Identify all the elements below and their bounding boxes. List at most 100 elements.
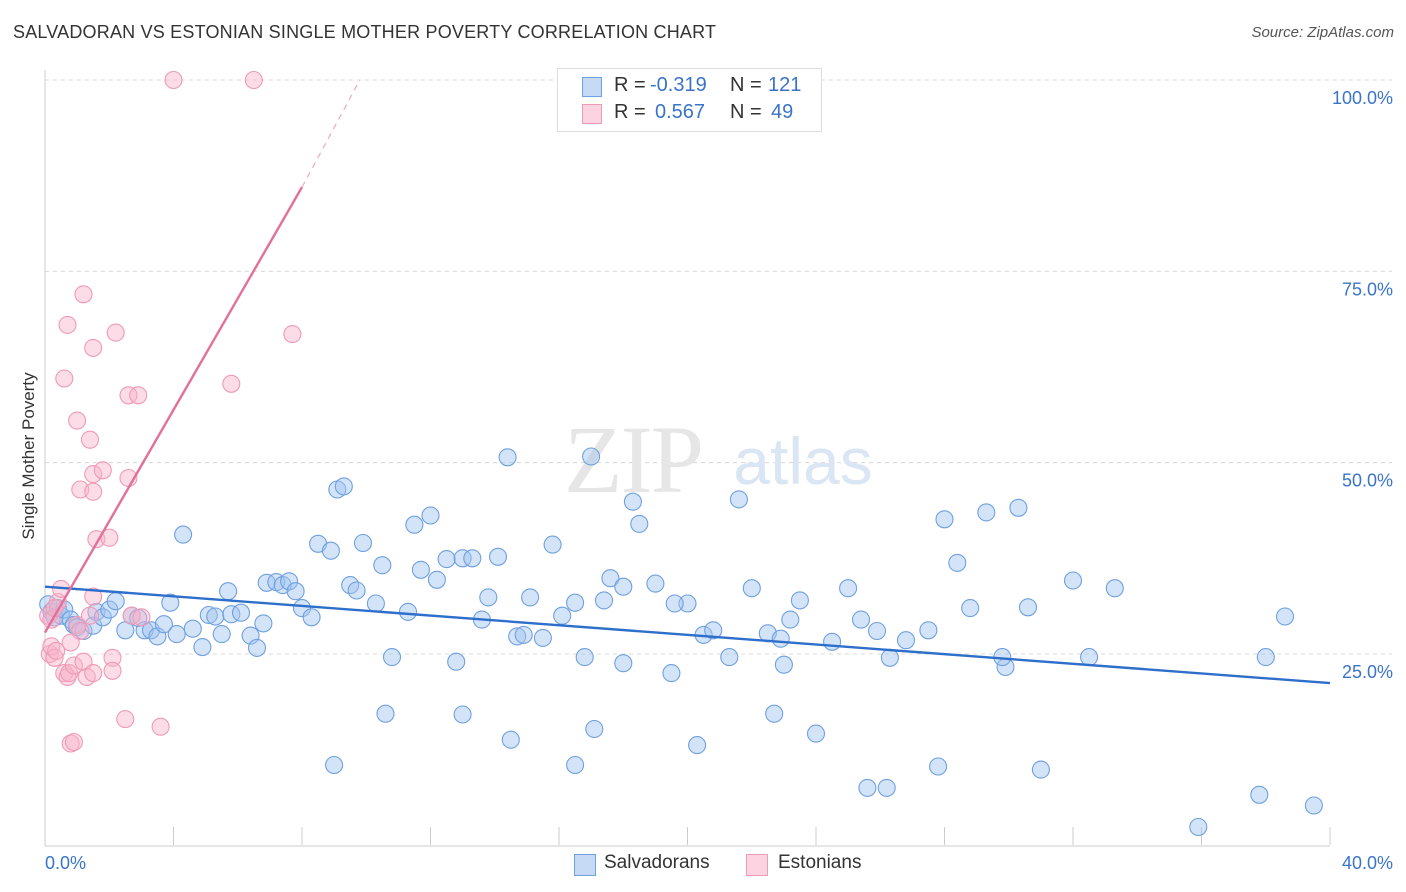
data-point-salvadorans	[1105, 579, 1124, 598]
data-point-salvadorans	[501, 730, 520, 749]
data-point-salvadorans	[806, 724, 826, 743]
data-point-salvadorans	[742, 579, 761, 598]
data-point-estonians	[80, 430, 100, 449]
data-point-salvadorans	[720, 648, 739, 667]
data-point-salvadorans	[106, 592, 125, 611]
data-point-salvadorans	[771, 629, 790, 648]
data-point-salvadorans	[614, 654, 633, 673]
data-point-salvadorans	[463, 549, 482, 568]
legend-n-value: 121	[768, 74, 802, 96]
data-point-salvadorans	[254, 614, 273, 633]
data-point-salvadorans	[321, 541, 340, 560]
data-point-salvadorans	[212, 625, 231, 644]
data-point-salvadorans	[193, 638, 212, 657]
data-point-estonians	[68, 411, 87, 430]
watermark: ZIP atlas	[564, 406, 873, 513]
data-point-estonians	[283, 325, 302, 344]
data-point-salvadorans	[1256, 648, 1275, 667]
data-point-salvadorans	[437, 550, 456, 569]
data-point-salvadorans	[366, 594, 385, 613]
data-point-estonians	[103, 661, 122, 680]
trend-line-salvadorans	[44, 585, 1331, 685]
legend-r-label: R =	[614, 101, 646, 123]
data-point-estonians	[106, 323, 125, 342]
data-point-salvadorans	[427, 570, 446, 589]
data-point-salvadorans	[498, 448, 517, 467]
data-point-salvadorans	[662, 664, 681, 683]
data-point-estonians	[116, 710, 135, 729]
bottom-legend-label-salvadorans: Salvadorans	[604, 852, 710, 873]
data-point-estonians	[61, 734, 80, 753]
data-point-salvadorans	[521, 588, 540, 607]
data-point-salvadorans	[421, 506, 440, 525]
data-point-salvadorans	[347, 581, 366, 600]
data-point-estonians	[74, 285, 93, 304]
data-point-salvadorans	[948, 553, 967, 572]
data-point-salvadorans	[376, 704, 395, 723]
data-point-salvadorans	[1189, 817, 1208, 837]
data-point-salvadorans	[302, 608, 321, 627]
data-point-salvadorans	[961, 599, 980, 618]
data-point-salvadorans	[257, 573, 276, 592]
data-point-salvadorans	[167, 625, 186, 644]
y-tick-label: 50.0%	[1342, 471, 1393, 491]
data-point-salvadorans	[1250, 785, 1269, 804]
watermark-zip: ZIP	[564, 406, 702, 513]
data-point-estonians	[132, 608, 151, 627]
data-point-salvadorans	[488, 547, 508, 566]
data-point-salvadorans	[630, 514, 649, 533]
y-axis-label: Single Mother Poverty	[19, 372, 38, 540]
data-point-salvadorans	[373, 556, 392, 575]
data-point-salvadorans	[585, 719, 604, 739]
legend-n-label: N =	[730, 74, 762, 96]
data-point-salvadorans	[453, 549, 472, 568]
data-point-salvadorans	[839, 579, 858, 598]
data-point-salvadorans	[219, 582, 238, 601]
data-point-salvadorans	[1063, 571, 1083, 590]
chart-title: SALVADORAN VS ESTONIAN SINGLE MOTHER POV…	[13, 22, 717, 42]
data-point-salvadorans	[1018, 598, 1038, 617]
data-point-salvadorans	[280, 572, 299, 591]
data-point-salvadorans	[405, 515, 424, 534]
data-point-estonians	[84, 465, 103, 484]
data-point-estonians	[64, 656, 83, 675]
correlation-legend: R = -0.319 N = 121 R = 0.567 N = 49	[557, 68, 822, 132]
data-point-salvadorans	[447, 652, 466, 671]
points-layer	[39, 70, 1323, 837]
grid-layer	[45, 79, 1392, 655]
y-tick-label: 100.0%	[1332, 88, 1393, 108]
data-point-salvadorans	[1304, 796, 1323, 815]
data-point-salvadorans	[704, 621, 723, 640]
data-point-salvadorans	[247, 638, 267, 657]
data-point-salvadorans	[851, 610, 871, 629]
data-point-salvadorans	[174, 525, 193, 544]
data-point-salvadorans	[206, 607, 225, 626]
legend-r-value: 0.567	[655, 101, 706, 123]
data-point-estonians	[55, 369, 74, 388]
data-point-estonians	[151, 717, 170, 736]
data-point-estonians	[119, 386, 138, 405]
legend-r-label: R =	[614, 74, 646, 96]
data-point-salvadorans	[398, 602, 418, 621]
data-point-salvadorans	[1009, 498, 1028, 517]
data-point-salvadorans	[919, 621, 938, 640]
legend-swatch-estonians	[582, 104, 602, 124]
data-point-salvadorans	[533, 628, 552, 647]
legend-n-value: 49	[771, 101, 794, 123]
legend-r-value: -0.319	[650, 74, 707, 96]
data-point-salvadorans	[231, 603, 251, 622]
trend-line-extension-estonians	[301, 79, 361, 188]
data-point-salvadorans	[935, 510, 954, 529]
data-point-estonians	[84, 338, 103, 357]
data-point-salvadorans	[858, 778, 877, 797]
data-point-salvadorans	[566, 755, 585, 775]
data-point-estonians	[45, 648, 64, 667]
y-tick-label: 75.0%	[1342, 279, 1393, 299]
data-point-salvadorans	[929, 757, 948, 776]
data-point-salvadorans	[594, 591, 614, 610]
data-point-salvadorans	[977, 503, 996, 522]
bottom-legend-swatch-salvadorans	[574, 854, 596, 876]
data-point-salvadorans	[582, 447, 601, 466]
data-point-salvadorans	[614, 577, 633, 596]
data-point-salvadorans	[1031, 760, 1050, 779]
